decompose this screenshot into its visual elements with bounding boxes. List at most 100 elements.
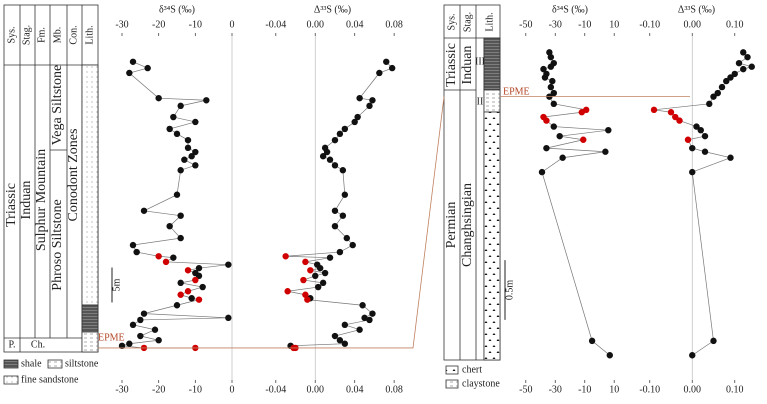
sample-point — [331, 207, 339, 214]
sample-point — [744, 53, 751, 61]
x-tick-label: 0.10 — [726, 19, 744, 30]
sample-point — [177, 234, 184, 242]
legend-label: fine sandstone — [21, 374, 79, 385]
sample-point — [672, 113, 679, 121]
column-header: Lith. — [484, 12, 495, 31]
sample-point — [359, 302, 366, 309]
sample-point — [284, 288, 291, 295]
sample-point — [356, 326, 363, 333]
sample-point — [550, 89, 557, 97]
unit-label: Vega Siltstone — [50, 65, 65, 146]
sample-point — [177, 279, 184, 287]
x-tick-label: -0.10 — [639, 384, 660, 395]
sample-point — [343, 234, 350, 242]
sample-point — [195, 296, 203, 303]
x-tick-label: 0.00 — [684, 384, 702, 395]
sample-point — [173, 191, 181, 198]
sample-point — [126, 340, 133, 347]
sample-point — [282, 253, 289, 260]
axis-title: Δ³³S (‰) — [678, 4, 715, 15]
sample-point — [339, 167, 347, 174]
sample-point — [369, 310, 376, 317]
sample-point — [349, 241, 356, 249]
x-tick-label: 0.04 — [346, 384, 364, 395]
sample-point — [140, 207, 148, 214]
sample-point — [689, 168, 696, 176]
sample-point — [177, 102, 184, 110]
sample-point — [602, 148, 609, 155]
sample-point — [199, 283, 206, 291]
sample-point — [326, 156, 334, 163]
sample-point — [319, 279, 327, 287]
sample-point — [556, 132, 563, 140]
sample-point — [538, 168, 546, 176]
sample-point — [129, 241, 137, 249]
profile-line — [285, 61, 393, 349]
sample-point — [541, 74, 549, 81]
sample-point — [170, 254, 177, 261]
sample-point — [748, 63, 755, 70]
sample-point — [369, 97, 376, 104]
sample-point — [388, 64, 396, 72]
sample-point — [192, 118, 199, 126]
sample-point — [580, 136, 587, 143]
sample-point — [326, 254, 334, 261]
legend-label: chert — [462, 364, 482, 375]
sample-point — [177, 291, 184, 298]
unit-label: Ch. — [31, 339, 45, 350]
column-header: Con. — [68, 25, 79, 44]
sample-point — [203, 97, 210, 104]
x-tick-label: -10 — [578, 384, 591, 395]
sample-point — [543, 117, 550, 124]
sample-point — [361, 314, 368, 322]
sample-point — [366, 102, 373, 110]
sample-point — [701, 132, 709, 140]
sample-point — [550, 100, 557, 108]
x-tick-label: 0 — [230, 19, 235, 30]
sample-point — [341, 340, 349, 347]
unit-label: Permian — [444, 202, 459, 249]
legend-label: shale — [21, 358, 42, 369]
sample-point — [697, 126, 704, 134]
sample-point — [177, 212, 184, 219]
sample-point — [144, 64, 151, 72]
x-tick-label: 0 — [230, 384, 235, 395]
sample-point — [336, 248, 344, 256]
sample-point — [693, 123, 700, 130]
event-label: EPME — [98, 332, 125, 343]
sample-point — [133, 248, 140, 256]
sample-point — [740, 49, 747, 56]
sample-point — [605, 126, 612, 134]
sample-point — [354, 113, 361, 121]
event-label: EPME — [503, 86, 530, 97]
x-tick-label: -10 — [189, 19, 202, 30]
axis-title: δ³⁴S (‰) — [552, 4, 588, 15]
sample-point — [341, 125, 349, 133]
sample-point — [336, 337, 344, 344]
sample-point — [339, 212, 347, 219]
scale-label: 0.5m — [504, 280, 515, 301]
sample-point — [166, 222, 173, 230]
x-tick-label: -50 — [519, 19, 532, 30]
sample-point — [137, 316, 144, 324]
unit-label: Triassic — [444, 43, 459, 87]
strat-column — [443, 4, 501, 389]
axis-title: Δ³³S (‰) — [314, 4, 351, 15]
legend-label: claystone — [462, 378, 500, 389]
sample-point — [166, 125, 173, 133]
sample-point — [549, 77, 556, 85]
sample-point — [376, 69, 383, 77]
column-header: Stag. — [21, 25, 32, 45]
sample-point — [162, 258, 170, 266]
x-tick-label: 10 — [609, 384, 619, 395]
sample-point — [302, 258, 309, 266]
x-tick-label: 10 — [609, 19, 619, 30]
sample-point — [300, 276, 307, 284]
sample-point — [192, 148, 199, 156]
x-tick-label: -20 — [152, 384, 165, 395]
sample-point — [684, 136, 692, 143]
event-line — [98, 96, 445, 349]
sample-point — [302, 291, 309, 298]
unit-label: Changhsingian — [460, 183, 475, 267]
unit-label: Sulphur Mountain — [34, 149, 49, 251]
